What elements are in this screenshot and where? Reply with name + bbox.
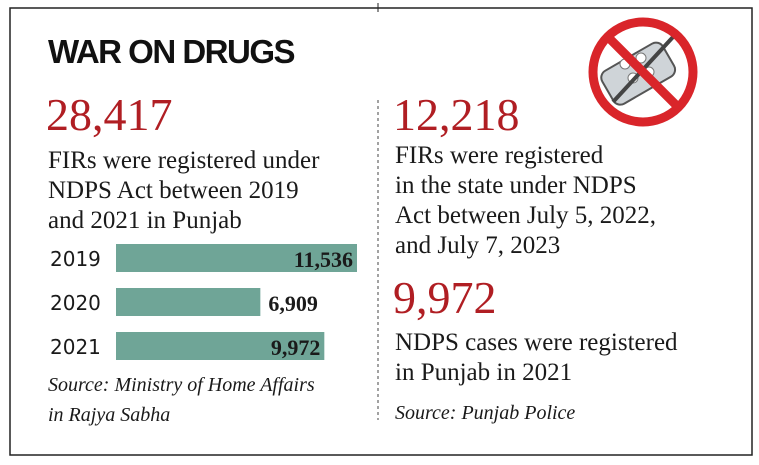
right-source: Source: Punjab Police [395,402,575,424]
left-text: and 2021 in Punjab [48,207,242,234]
no-drugs-icon [588,17,698,127]
right-stat-2: 9,972 [393,272,497,323]
bar [116,244,357,272]
left-stat: 28,417 [46,89,173,140]
category-label: 2021 [50,335,101,359]
category-label: 2019 [50,247,101,271]
title: WAR ON DRUGS [48,33,294,70]
bar [116,288,261,316]
right-stat: 12,218 [393,89,520,140]
left-source: Source: Ministry of Home Affairs [48,374,315,396]
bar [116,332,325,360]
value-label: 11,536 [294,247,353,272]
left-source: in Rajya Sabha [48,404,170,426]
right-text-2: NDPS cases were registered [395,329,678,356]
right-text: FIRs were registered [395,142,604,169]
left-text: NDPS Act between 2019 [48,177,299,204]
value-label: 6,909 [268,291,318,316]
category-label: 2020 [50,291,101,315]
frame [9,7,753,456]
left-text: FIRs were registered under [48,147,320,174]
right-text: and July 7, 2023 [395,232,560,259]
value-label: 9,972 [271,335,321,360]
right-text: in the state under NDPS [395,172,637,199]
right-text-2: in Punjab in 2021 [395,359,572,386]
right-text: Act between July 5, 2022, [395,202,656,229]
